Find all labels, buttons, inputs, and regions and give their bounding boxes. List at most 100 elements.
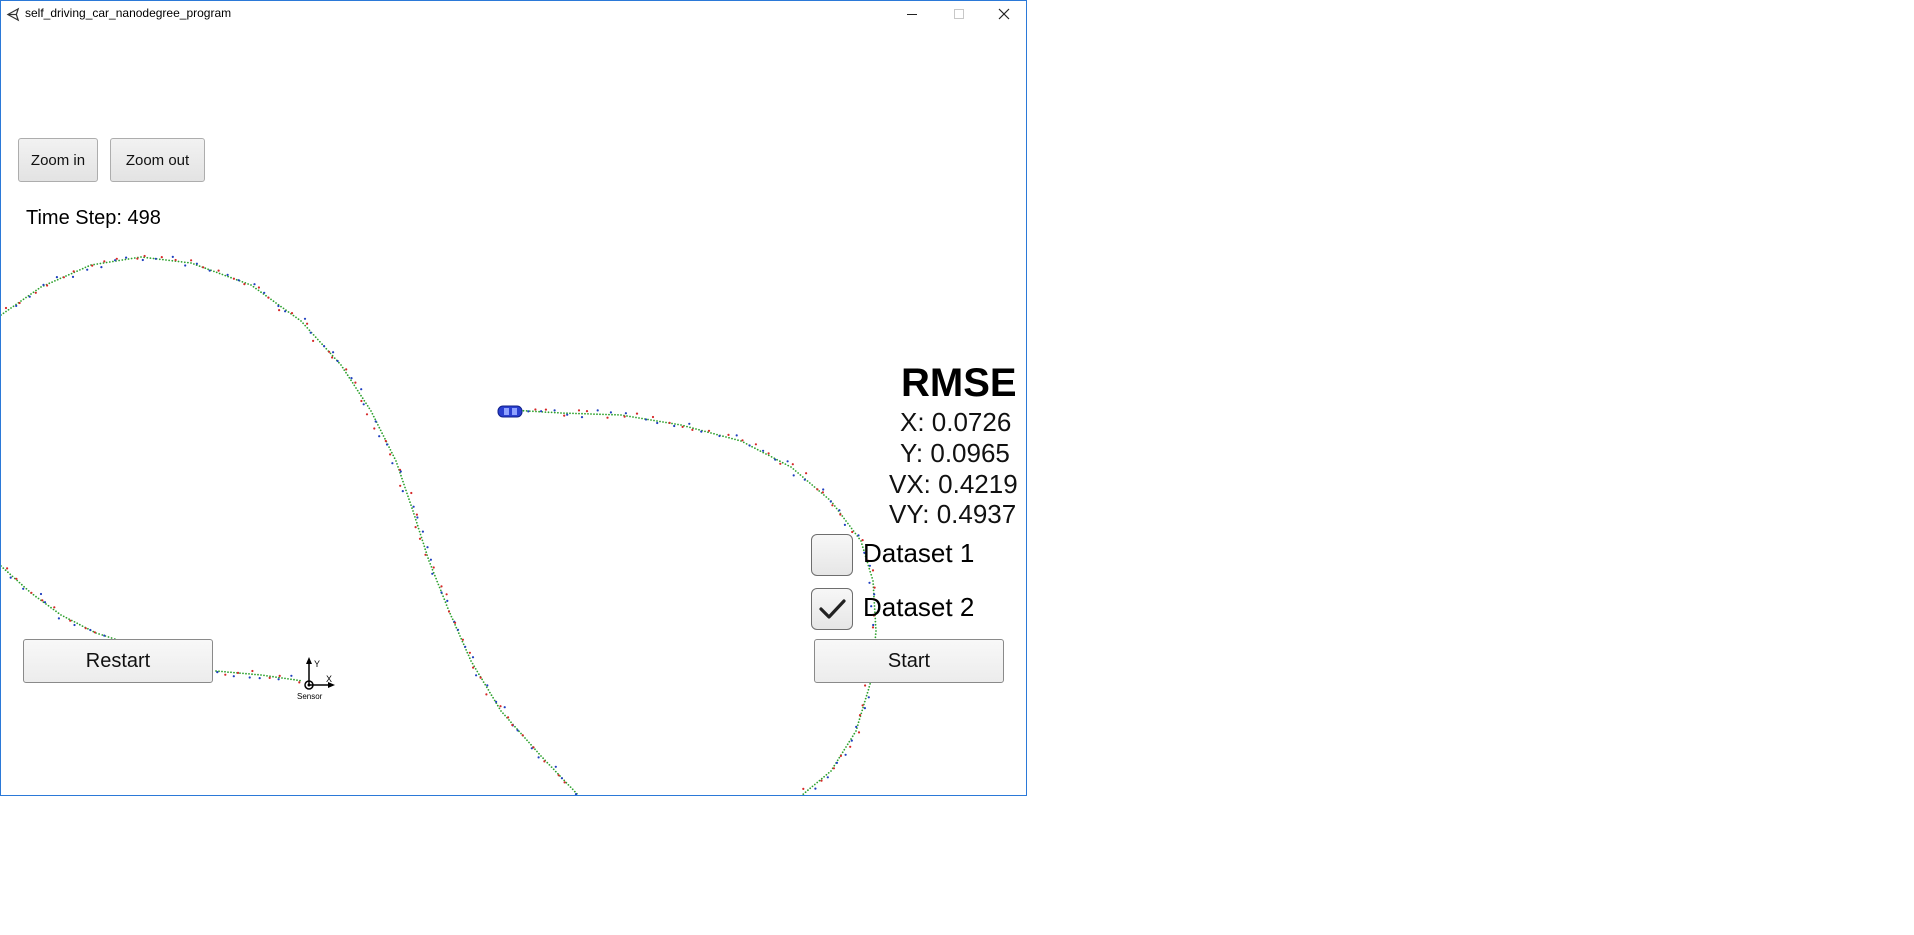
- trajectory-point: [809, 787, 812, 790]
- trajectory-point: [255, 287, 257, 290]
- trajectory-point: [355, 387, 357, 389]
- trajectory-point: [437, 583, 440, 586]
- trajectory-point: [843, 748, 846, 751]
- lidar-measurement-point: [331, 356, 334, 359]
- trajectory-point: [239, 672, 241, 674]
- trajectory-point: [784, 463, 787, 465]
- sensor-x-label: X: [326, 674, 332, 684]
- radar-measurement-point: [624, 412, 628, 415]
- trajectory-point: [557, 411, 559, 414]
- trajectory-point: [460, 637, 463, 640]
- radar-measurement-point: [103, 634, 106, 637]
- trajectory-point: [52, 608, 55, 611]
- radar-measurement-point: [362, 403, 365, 406]
- trajectory-point: [235, 278, 238, 281]
- lidar-measurement-point: [190, 259, 193, 262]
- lidar-measurement-point: [290, 312, 294, 315]
- trajectory-point: [1, 565, 2, 567]
- trajectory-point: [801, 476, 804, 478]
- trajectory-point: [20, 300, 22, 302]
- trajectory-point: [140, 256, 142, 258]
- lidar-measurement-point: [312, 339, 315, 342]
- lidar-measurement-point: [72, 270, 75, 273]
- trajectory-point: [96, 263, 99, 265]
- trajectory-point: [482, 681, 485, 683]
- trajectory-point: [866, 691, 869, 694]
- trajectory-point: [611, 413, 613, 416]
- trajectory-point: [101, 634, 104, 636]
- lidar-measurement-point: [858, 714, 862, 717]
- trajectory-point: [677, 423, 679, 426]
- trajectory-point: [224, 274, 227, 277]
- radar-measurement-point: [9, 576, 12, 579]
- trajectory-point: [382, 435, 385, 437]
- trajectory-point: [776, 458, 778, 461]
- radar-measurement-point: [114, 259, 117, 262]
- trajectory-point: [560, 412, 562, 414]
- trajectory-point: [565, 781, 568, 784]
- trajectory-point: [716, 433, 718, 436]
- trajectory-point: [413, 513, 415, 515]
- lidar-measurement-point: [651, 415, 655, 419]
- trajectory-point: [656, 420, 658, 422]
- trajectory-point: [858, 718, 861, 721]
- dataset-2-checkbox[interactable]: [811, 588, 853, 630]
- trajectory-point: [84, 266, 87, 269]
- minimize-button[interactable]: [889, 1, 934, 27]
- trajectory-point: [671, 422, 673, 425]
- sensor-y-label: Y: [314, 659, 320, 669]
- trajectory-point: [823, 494, 825, 496]
- lidar-measurement-point: [160, 256, 163, 259]
- start-button[interactable]: Start: [814, 639, 1004, 683]
- trajectory-point: [563, 412, 565, 414]
- trajectory-point: [296, 679, 298, 681]
- lidar-measurement-point: [805, 472, 808, 475]
- radar-measurement-point: [100, 266, 103, 269]
- trajectory-point: [333, 357, 336, 359]
- trajectory-point: [79, 269, 81, 271]
- trajectory-point: [861, 546, 864, 549]
- trajectory-point: [563, 779, 566, 782]
- trajectory-point: [808, 482, 811, 484]
- trajectory-point: [823, 775, 825, 778]
- trajectory-point: [62, 615, 65, 618]
- trajectory-point: [530, 743, 532, 746]
- trajectory-point: [493, 699, 496, 702]
- trajectory-point: [874, 620, 877, 623]
- restart-button[interactable]: Restart: [23, 639, 213, 683]
- trajectory-point: [864, 697, 867, 700]
- radar-measurement-point: [537, 756, 540, 759]
- dataset-1-checkbox[interactable]: [811, 534, 853, 576]
- radar-measurement-point: [553, 409, 556, 412]
- trajectory-point: [306, 327, 309, 329]
- trajectory-point: [638, 417, 640, 419]
- trajectory-point: [811, 785, 814, 788]
- trajectory-point: [260, 291, 262, 294]
- trajectory-point: [118, 259, 120, 262]
- trajectory-point: [820, 777, 823, 780]
- lidar-measurement-point: [447, 610, 451, 613]
- lidar-measurement-point: [4, 306, 8, 310]
- trajectory-point: [290, 678, 292, 681]
- trajectory-point: [372, 415, 375, 418]
- trajectory-point: [442, 595, 444, 598]
- lidar-measurement-point: [410, 491, 413, 495]
- lidar-measurement-point: [15, 577, 18, 580]
- trajectory-point: [855, 730, 857, 732]
- title-bar[interactable]: self_driving_car_nanodegree_program: [1, 1, 1026, 27]
- trajectory-point: [686, 425, 688, 428]
- trajectory-point: [361, 397, 364, 400]
- radar-measurement-point: [673, 424, 676, 428]
- trajectory-point: [379, 429, 382, 432]
- trajectory-point: [845, 746, 847, 748]
- trajectory-point: [653, 419, 655, 422]
- trajectory-point: [346, 374, 349, 377]
- trajectory-point: [16, 579, 19, 582]
- zoom-in-button[interactable]: Zoom in: [18, 138, 98, 182]
- zoom-out-button[interactable]: Zoom out: [110, 138, 205, 182]
- maximize-button[interactable]: [936, 1, 981, 27]
- trajectory-point: [835, 507, 838, 510]
- lidar-measurement-point: [872, 614, 876, 617]
- close-button[interactable]: [981, 1, 1026, 27]
- trajectory-point: [680, 424, 682, 426]
